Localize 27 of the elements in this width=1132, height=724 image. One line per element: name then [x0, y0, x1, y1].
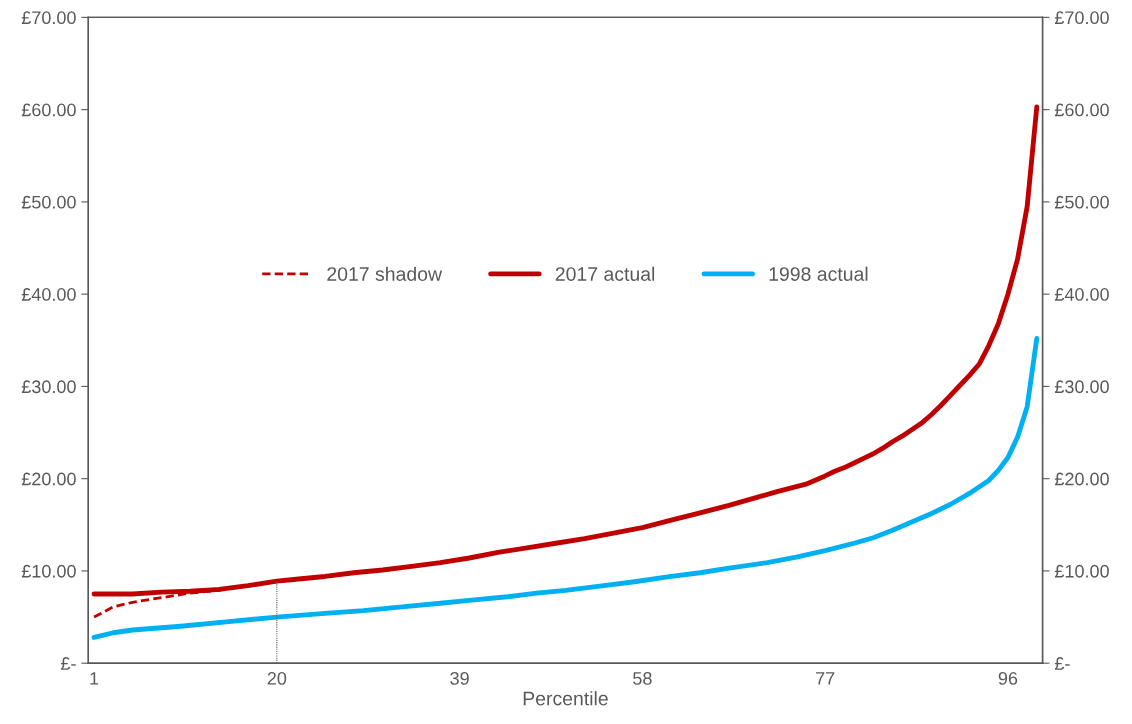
- y2-tick-label: £-: [1054, 657, 1070, 670]
- x-tick-label: 96: [998, 671, 1018, 685]
- x-tick-label: 39: [450, 671, 469, 685]
- y2-tick-label: £70.00: [1054, 11, 1109, 25]
- y2-tick-label: £50.00: [1054, 195, 1109, 209]
- y2-tick-label: £60.00: [1054, 103, 1109, 117]
- x-tick-label: 77: [816, 672, 835, 685]
- y-tick-label: £10.00: [21, 564, 76, 578]
- x-tick-label: 20: [267, 671, 287, 685]
- y-tick-label: £-: [60, 657, 76, 670]
- y-tick-label: £70.00: [21, 11, 76, 25]
- y-tick-label: £60.00: [21, 103, 76, 117]
- y-tick-label: £20.00: [21, 472, 76, 486]
- y-tick-label: £30.00: [21, 380, 76, 394]
- legend-label: 2017 actual: [555, 266, 655, 281]
- y2-tick-label: £10.00: [1054, 564, 1109, 578]
- x-tick-label: 1: [90, 672, 99, 685]
- y2-tick-label: £20.00: [1054, 472, 1109, 486]
- legend-label: 1998 actual: [769, 266, 868, 281]
- y-tick-label: £50.00: [21, 195, 76, 209]
- y2-tick-label: £40.00: [1054, 288, 1109, 301]
- x-tick-label: 58: [633, 671, 652, 685]
- line-series: [91, 336, 1040, 640]
- y2-tick-label: £30.00: [1054, 380, 1109, 394]
- legend-label: 2017 shadow: [327, 266, 443, 281]
- x-axis-title: Percentile: [523, 691, 608, 706]
- y-tick-label: £40.00: [21, 288, 76, 301]
